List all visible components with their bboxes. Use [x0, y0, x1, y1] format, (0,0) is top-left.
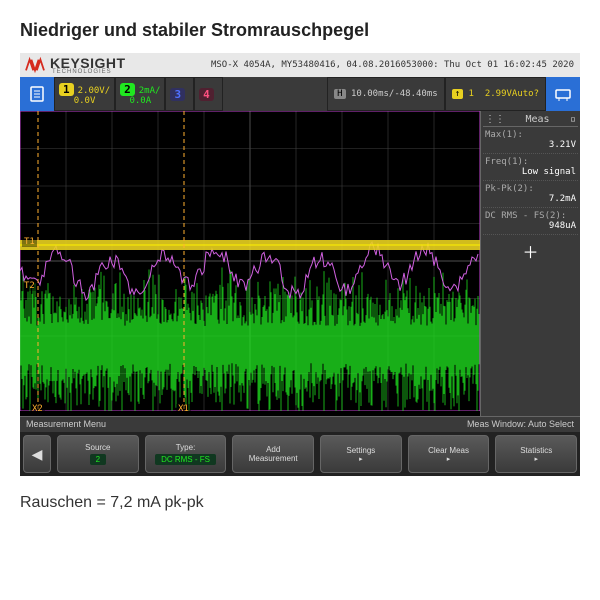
type-softkey[interactable]: Type: DC RMS - FS: [145, 435, 227, 473]
trigger[interactable]: ↑ 1 2.99V Auto?: [445, 77, 546, 111]
channel-2[interactable]: 22mA/ 0.0A: [115, 77, 165, 111]
cursor-y2-label: T2: [22, 281, 37, 291]
page-title: Niedriger und stabiler Stromrauschpegel: [0, 0, 600, 53]
meas-close-icon[interactable]: ▫: [570, 114, 576, 125]
clear-meas-softkey[interactable]: Clear Meas▸: [408, 435, 490, 473]
meas-item[interactable]: Freq(1):Low signal: [483, 154, 578, 181]
softkey-row: ◀ Source 2 Type: DC RMS - FS Add Measure…: [20, 432, 580, 476]
source-softkey[interactable]: Source 2: [57, 435, 139, 473]
keysight-logo-icon: [24, 56, 46, 74]
meas-item[interactable]: Max(1):3.21V: [483, 127, 578, 154]
meas-window-mode: Meas Window: Auto Select: [467, 419, 574, 430]
settings-softkey[interactable]: Settings▸: [320, 435, 402, 473]
menu-bar: Measurement Menu Meas Window: Auto Selec…: [20, 416, 580, 432]
timebase[interactable]: H 10.00ms/ -48.40ms: [327, 77, 445, 111]
document-icon[interactable]: [20, 77, 54, 111]
channel-4[interactable]: 4: [194, 77, 223, 111]
add-measurement-softkey[interactable]: Add Measurement: [232, 435, 314, 473]
scope-body: X2 X1 T1 T2 ⋮⋮ Meas ▫ Max(1):3.21VFreq(1…: [20, 111, 580, 416]
top-bar: KEYSIGHT TECHNOLOGIES MSO-X 4054A, MY534…: [20, 53, 580, 77]
trigger-edge-icon: ↑: [452, 89, 463, 99]
add-measurement-icon[interactable]: ＋: [483, 235, 578, 267]
cursor-y1-label: T1: [22, 237, 37, 247]
channel-bar: 12.00V/ 0.0V 22mA/ 0.0A 3 4 H 10.00ms/ -…: [20, 77, 580, 111]
meas-item[interactable]: DC RMS - FS(2):948uA: [483, 208, 578, 235]
meas-handle-icon[interactable]: ⋮⋮: [485, 114, 505, 125]
meas-header: ⋮⋮ Meas ▫: [483, 113, 578, 127]
waveform-svg: [20, 111, 480, 411]
oscilloscope-screenshot: KEYSIGHT TECHNOLOGIES MSO-X 4054A, MY534…: [20, 53, 580, 476]
channel-1[interactable]: 12.00V/ 0.0V: [54, 77, 115, 111]
network-icon[interactable]: [546, 77, 580, 111]
channel-3[interactable]: 3: [165, 77, 194, 111]
waveform-display: X2 X1 T1 T2: [20, 111, 480, 416]
menu-title: Measurement Menu: [26, 419, 106, 430]
statistics-softkey[interactable]: Statistics▸: [495, 435, 577, 473]
meas-item[interactable]: Pk-Pk(2):7.2mA: [483, 181, 578, 208]
back-softkey[interactable]: ◀: [23, 435, 51, 473]
cursor-x1-label: X1: [176, 404, 191, 414]
model-serial-date: MSO-X 4054A, MY53480416, 04.08.201605300…: [211, 60, 580, 70]
cursor-x2-label: X2: [30, 404, 45, 414]
caption: Rauschen = 7,2 mA pk-pk: [0, 476, 600, 530]
measurements-panel: ⋮⋮ Meas ▫ Max(1):3.21VFreq(1):Low signal…: [480, 111, 580, 416]
